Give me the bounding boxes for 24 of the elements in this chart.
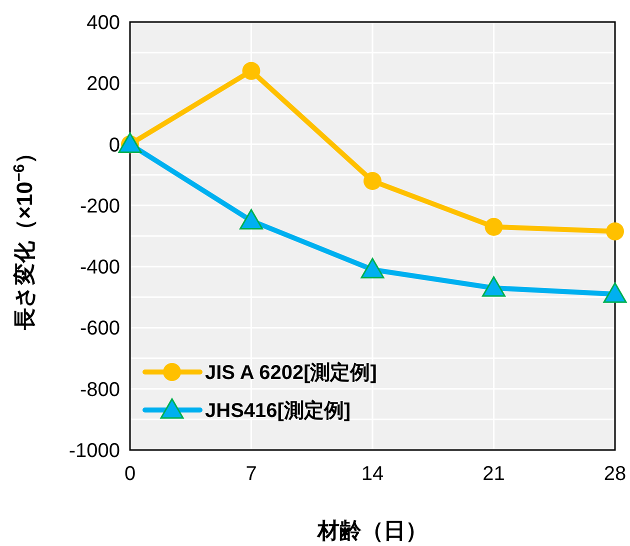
x-axis-title: 材齢（日） [316,518,428,543]
point [360,258,384,278]
y-tick-label: 400 [86,12,120,34]
x-tick-label: 7 [246,463,257,485]
legend-label: JIS A 6202[測定例] [205,361,377,384]
y-tick-label: -400 [80,256,120,279]
y-tick-label: 200 [86,73,120,96]
y-tick-label: 0 [108,134,120,156]
point [603,282,627,303]
point [364,172,382,190]
x-tick-label: 21 [482,463,505,485]
y-tick-label: -200 [80,195,120,218]
x-tick-label: 14 [361,463,384,485]
x-tick-label: 28 [604,463,626,485]
y-tick-label: -1000 [68,440,120,462]
point [606,222,624,240]
y-tick-label: -600 [80,318,120,340]
point [240,208,263,230]
point [484,218,503,236]
y-tick-label: -800 [80,378,120,401]
point [482,276,506,297]
point [242,62,260,80]
x-tick-label: 0 [124,463,136,485]
legend-label: JHS416[測定例] [205,399,351,422]
